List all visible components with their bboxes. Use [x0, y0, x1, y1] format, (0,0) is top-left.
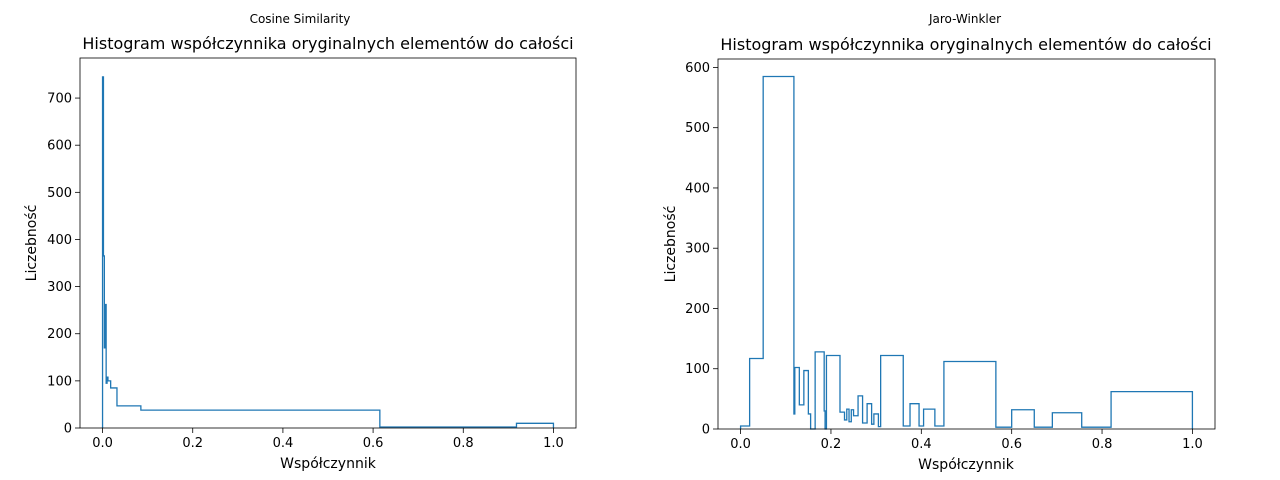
jaro-winkler-y-axis-label: Liczebność [663, 206, 679, 283]
jaro-winkler-y-tick-label: 200 [685, 302, 710, 317]
jaro-winkler-y-tick-label: 500 [685, 121, 710, 136]
jaro-winkler-histogram-step-line [739, 75, 1194, 430]
jaro-winkler-y-tick-label: 400 [685, 181, 710, 196]
cosine-x-tick-label: 0.4 [273, 436, 294, 451]
jaro-winkler-y-tick-label: 600 [685, 61, 710, 76]
cosine-x-tick-label: 0.2 [182, 436, 203, 451]
jaro-winkler-x-tick-label: 0.8 [1092, 437, 1113, 452]
jaro-winkler-plot-frame [717, 58, 1216, 430]
jaro-winkler-x-tick-label: 0.4 [911, 437, 932, 452]
jaro-winkler-y-tick-label: 300 [685, 242, 710, 257]
cosine-y-tick-label: 300 [47, 280, 72, 295]
jaro-winkler-x-tick-label: 0.2 [821, 437, 842, 452]
cosine-y-tick-label: 100 [47, 374, 72, 389]
cosine-y-tick-label: 0 [64, 422, 72, 437]
jaro-winkler-suptitle: Jaro-Winkler [928, 12, 1001, 26]
cosine-y-tick-label: 200 [47, 327, 72, 342]
jaro-winkler-y-tick-label: 0 [702, 423, 710, 438]
jaro-winkler-x-tick-label: 0.6 [1001, 437, 1022, 452]
cosine-similarity-panel: Cosine Similarity Histogram współczynnik… [24, 12, 577, 472]
cosine-chart-title: Histogram współczynnika oryginalnych ele… [82, 34, 573, 53]
cosine-x-tick-label: 0.0 [92, 436, 113, 451]
jaro-winkler-x-axis-label: Współczynnik [918, 457, 1015, 473]
cosine-histogram-step-line [101, 76, 555, 428]
cosine-x-tick-label: 1.0 [543, 436, 564, 451]
jaro-winkler-chart-title: Histogram współczynnika oryginalnych ele… [720, 35, 1211, 54]
jaro-winkler-panel: Jaro-Winkler Histogram współczynnika ory… [663, 12, 1216, 473]
jaro-winkler-y-tick-label: 100 [685, 362, 710, 377]
cosine-x-axis-label: Współczynnik [280, 456, 377, 472]
cosine-y-tick-label: 500 [47, 186, 72, 201]
cosine-y-axis-label: Liczebność [24, 205, 40, 282]
cosine-y-tick-label: 400 [47, 233, 72, 248]
cosine-y-tick-label: 600 [47, 139, 72, 154]
jaro-winkler-x-tick-label: 0.0 [730, 437, 751, 452]
jaro-winkler-x-tick-label: 1.0 [1182, 437, 1203, 452]
jaro-winkler-ticks: 0.0 0.2 0.4 0.6 0.8 1.0 0 100 200 300 400 500 600 [685, 61, 1203, 452]
cosine-ticks: 0.0 0.2 0.4 0.6 0.8 1.0 0 100 200 300 400 500 600 700 [47, 92, 564, 451]
cosine-suptitle: Cosine Similarity [250, 12, 351, 26]
cosine-x-tick-label: 0.6 [363, 436, 384, 451]
cosine-plot-frame [79, 57, 577, 429]
cosine-y-tick-label: 700 [47, 92, 72, 107]
cosine-x-tick-label: 0.8 [453, 436, 474, 451]
